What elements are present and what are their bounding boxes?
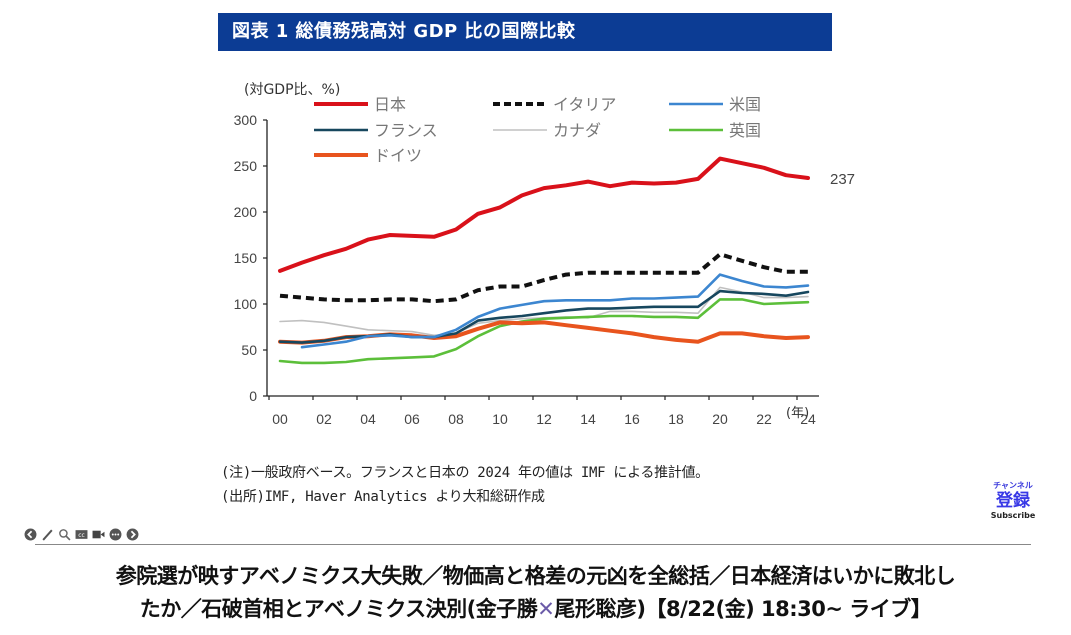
legend-label: ドイツ	[374, 146, 422, 165]
video-title-part-a: たか／石破首相とアベノミクス決別(金子勝	[139, 597, 538, 621]
x-tick-label: 02	[316, 411, 332, 427]
svg-text:cc: cc	[78, 532, 85, 539]
x-tick-label: 16	[624, 411, 640, 427]
x-tick-label: 06	[404, 411, 420, 427]
x-tick-label: 22	[756, 411, 772, 427]
video-title-part-b: 尾形聡彦)【8/22(金) 18:30~ ライブ】	[554, 597, 932, 621]
x-tick-label: 08	[448, 411, 464, 427]
legend-label: 米国	[729, 95, 761, 114]
x-tick-label: 18	[668, 411, 684, 427]
subscribe-button[interactable]: チャンネル 登録 Subscribe	[985, 481, 1041, 521]
y-tick-label: 250	[234, 158, 258, 174]
pen-icon[interactable]	[41, 528, 54, 541]
series-line-英国	[278, 298, 810, 365]
y-tick-label: 50	[241, 342, 257, 358]
legend-label: カナダ	[553, 121, 601, 140]
legend-label: イタリア	[553, 95, 616, 114]
x-tick-label: 14	[580, 411, 596, 427]
x-tick-label: 10	[492, 411, 508, 427]
series-line-日本	[278, 156, 810, 273]
y-axis-unit-label: (対GDP比、%)	[244, 82, 340, 98]
subscribe-register-label: 登録	[996, 491, 1030, 511]
line-chart: (対GDP比、%) (年) 0 50 100 150 200 250 300 00 02 04 06…	[234, 82, 855, 427]
next-icon[interactable]	[126, 528, 139, 541]
video-icon[interactable]	[92, 528, 105, 541]
prev-icon[interactable]	[24, 528, 37, 541]
cross-icon: ✕	[537, 597, 555, 621]
x-axis-unit-label: (年)	[786, 406, 809, 421]
y-tick-label: 300	[234, 112, 258, 128]
series-line-イタリア	[279, 252, 808, 304]
subscribe-label: Subscribe	[990, 511, 1036, 520]
legend-label: 日本	[374, 95, 406, 114]
search-icon[interactable]	[58, 528, 71, 541]
chart-source: (出所)IMF, Haver Analytics より大和総研作成	[221, 489, 545, 505]
series-line-米国	[300, 273, 810, 349]
y-tick-label: 200	[234, 204, 258, 220]
legend-label: 英国	[729, 121, 761, 140]
x-tick-label: 24	[800, 411, 816, 427]
x-tick-label: 20	[712, 411, 728, 427]
more-icon[interactable]	[109, 528, 122, 541]
video-title-line-2: たか／石破首相とアベノミクス決別(金子勝✕尾形聡彦)【8/22(金) 18:30…	[0, 593, 1071, 626]
divider	[35, 544, 1031, 545]
video-title-line-1: 参院選が映すアベノミクス大失敗／物価高と格差の元凶を全総括／日本経済はいかに敗北…	[115, 564, 956, 588]
legend-label: フランス	[374, 121, 438, 140]
x-tick-label: 00	[272, 411, 288, 427]
series-line-カナダ	[279, 286, 809, 337]
slide-toolbar: cc	[24, 528, 139, 541]
y-tick-label: 0	[249, 388, 257, 404]
y-tick-label: 150	[234, 250, 258, 266]
subscribe-channel-label: チャンネル	[993, 481, 1033, 490]
data-label: 237	[830, 171, 855, 188]
video-title: 参院選が映すアベノミクス大失敗／物価高と格差の元凶を全総括／日本経済はいかに敗北…	[0, 560, 1071, 626]
x-tick-label: 04	[360, 411, 376, 427]
y-tick-label: 100	[234, 296, 258, 312]
cc-icon[interactable]: cc	[75, 528, 88, 541]
chart-note: (注)一般政府ベース。フランスと日本の 2024 年の値は IMF による推計値…	[221, 465, 709, 481]
x-tick-label: 12	[536, 411, 552, 427]
chart-title: 図表 1 総債務残高対 GDP 比の国際比較	[232, 21, 576, 42]
chart-title-banner: 図表 1 総債務残高対 GDP 比の国際比較	[218, 13, 832, 51]
